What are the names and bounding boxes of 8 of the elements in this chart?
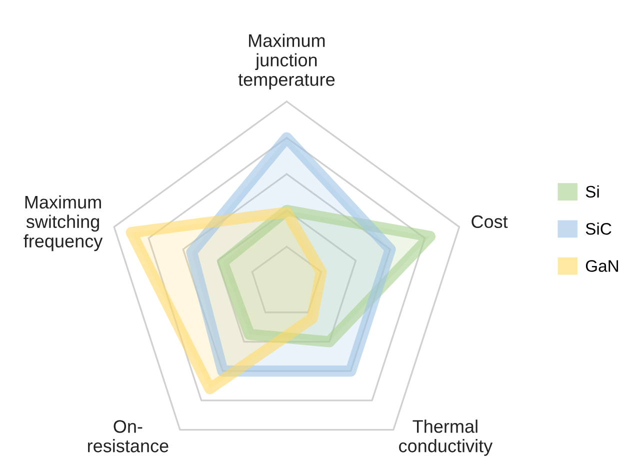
spoke-label: Maximum junction temperature — [238, 34, 335, 90]
spoke-label: On- resistance — [88, 420, 168, 452]
legend-label: GaN — [586, 260, 618, 272]
spoke-label: Thermal conductivity — [399, 420, 493, 456]
legend-label: SiC — [586, 222, 612, 235]
spoke-label: Maximum switching frequency — [24, 195, 103, 252]
legend-label: Si — [586, 185, 599, 198]
spoke-label: Cost — [472, 215, 508, 228]
